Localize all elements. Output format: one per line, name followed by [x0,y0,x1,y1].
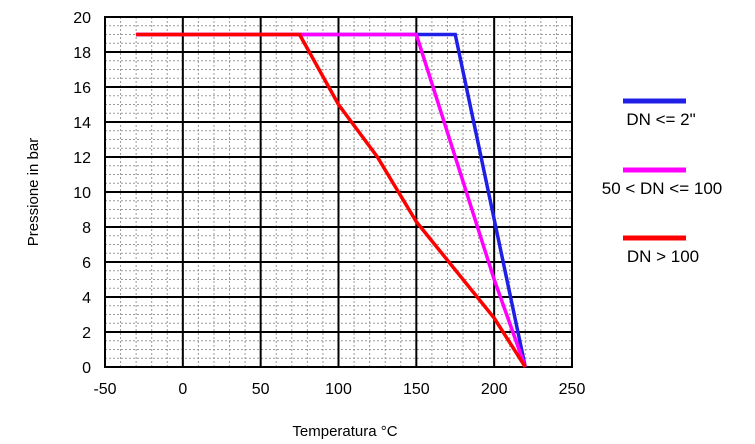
y-axis-ticks: 0 2 4 6 8 10 12 14 16 18 20 [73,10,91,377]
y-tick-label: 0 [82,360,91,377]
y-tick-label: 6 [82,255,91,272]
y-tick-label: 14 [73,115,91,132]
x-tick-label: -50 [93,381,116,398]
x-axis-title: Temperatura °C [292,423,397,440]
y-tick-label: 2 [82,325,91,342]
legend-label-2: 50 < DN <= 100 [602,179,723,198]
y-tick-label: 8 [82,220,91,237]
y-axis-title: Pressione in bar [25,138,42,246]
y-tick-label: 16 [73,80,91,97]
x-tick-label: 100 [325,381,352,398]
y-tick-label: 10 [73,185,91,202]
x-axis-ticks: -50 0 50 100 150 200 250 [93,381,585,398]
x-tick-label: 150 [403,381,430,398]
y-tick-label: 20 [73,10,91,27]
legend: DN <= 2" 50 < DN <= 100 DN > 100 [602,98,723,266]
plot-area-frame [104,16,573,368]
series-layer [136,32,528,368]
y-tick-label: 18 [73,45,91,62]
x-tick-label: 200 [481,381,508,398]
legend-label-3: DN > 100 [627,247,699,266]
x-tick-label: 250 [559,381,586,398]
y-tick-label: 4 [82,290,91,307]
y-tick-label: 12 [73,150,91,167]
legend-label-1: DN <= 2" [626,110,695,129]
x-tick-label: 0 [178,381,187,398]
series-line-3 [136,32,527,368]
x-tick-label: 50 [252,381,270,398]
